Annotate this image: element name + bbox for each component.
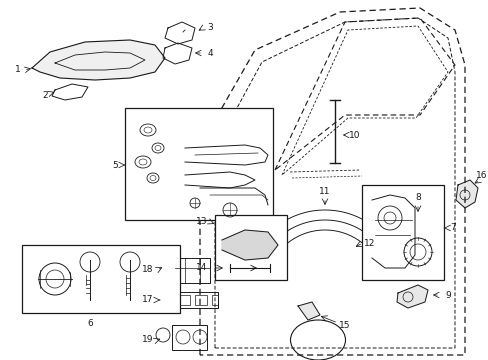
Polygon shape (222, 230, 278, 260)
Bar (215, 215, 286, 280)
Bar (178, 295, 190, 305)
Bar (125, 108, 272, 220)
Polygon shape (396, 285, 427, 308)
Text: 8: 8 (414, 194, 420, 202)
Text: 11: 11 (319, 188, 330, 197)
Text: 10: 10 (348, 130, 360, 139)
Text: 14: 14 (196, 264, 207, 273)
Text: 15: 15 (339, 320, 350, 329)
Bar (212, 295, 218, 305)
Text: 4: 4 (207, 49, 212, 58)
Polygon shape (297, 302, 319, 320)
Bar (172, 292, 218, 308)
Text: 9: 9 (444, 291, 450, 300)
Text: 5: 5 (112, 161, 118, 170)
Text: 6: 6 (87, 319, 93, 328)
Text: 19: 19 (142, 336, 153, 345)
Text: 7: 7 (449, 224, 455, 233)
Text: 1: 1 (15, 66, 21, 75)
Text: 12: 12 (364, 238, 375, 248)
Polygon shape (32, 40, 164, 80)
Text: 18: 18 (142, 266, 153, 274)
Bar (195, 295, 206, 305)
Text: 16: 16 (475, 171, 487, 180)
Bar (361, 185, 443, 280)
Text: 13: 13 (196, 217, 207, 226)
Bar (172, 325, 206, 350)
Text: 2: 2 (42, 90, 48, 99)
Bar (22, 245, 180, 313)
Text: 17: 17 (142, 296, 153, 305)
Bar (175, 258, 209, 283)
Text: 3: 3 (207, 23, 212, 32)
Polygon shape (455, 180, 477, 208)
